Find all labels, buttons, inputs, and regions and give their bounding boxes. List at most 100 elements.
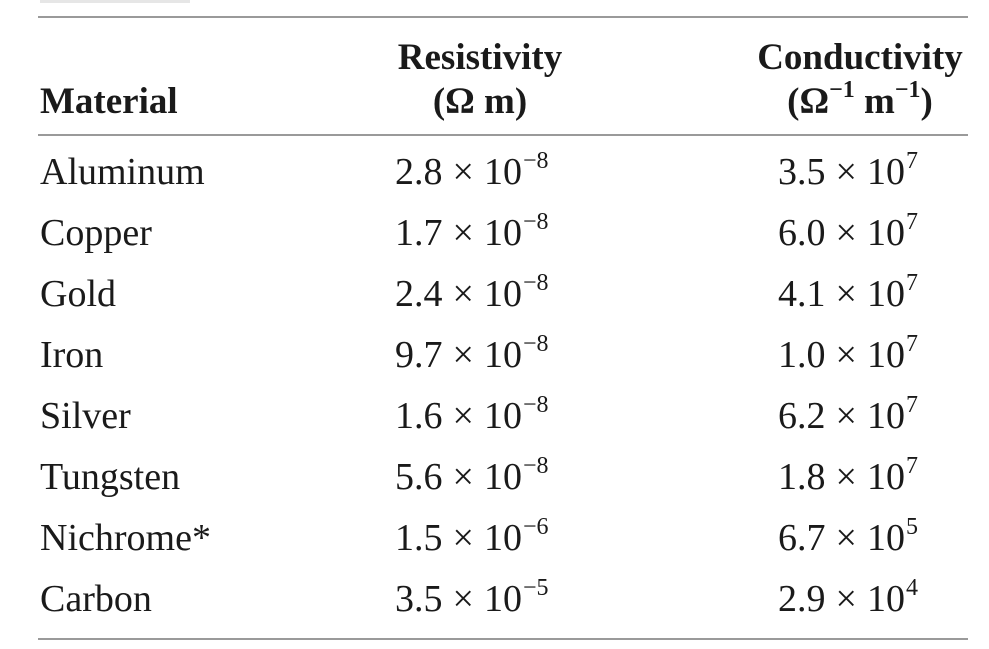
cell-resistivity-mantissa: 9.7 xyxy=(395,334,443,376)
cell-resistivity: 1.6 × 10−8 xyxy=(395,386,548,447)
unit-omega: (Ω xyxy=(787,81,830,122)
power-base: 10 xyxy=(483,151,522,193)
cell-conductivity: 6.0 × 107 xyxy=(778,203,918,264)
cell-conductivity-exponent: 7 xyxy=(905,392,918,418)
cell-material: Aluminum xyxy=(40,151,205,193)
power-base: 10 xyxy=(483,212,522,254)
cell-conductivity: 3.5 × 107 xyxy=(778,142,918,203)
table-header: Material Resistivity (Ω m) Conductivity … xyxy=(0,30,989,130)
cell-conductivity-mantissa: 4.1 xyxy=(778,273,826,315)
cell-material: Silver xyxy=(40,395,131,437)
top-decorative-sliver xyxy=(40,0,190,3)
table-bottom-rule xyxy=(38,638,968,640)
cell-resistivity-mantissa: 2.8 xyxy=(395,151,443,193)
cell-material: Gold xyxy=(40,273,116,315)
times-symbol: × xyxy=(835,273,857,315)
power-base: 10 xyxy=(483,578,522,620)
cell-conductivity-exponent: 4 xyxy=(905,575,918,601)
power-base: 10 xyxy=(866,456,905,498)
cell-resistivity: 9.7 × 10−8 xyxy=(395,325,548,386)
header-resistivity: Resistivity (Ω m) xyxy=(380,36,580,124)
cell-conductivity-mantissa: 1.8 xyxy=(778,456,826,498)
power-base: 10 xyxy=(866,578,905,620)
times-symbol: × xyxy=(452,273,474,315)
table-row: Gold 2.4 × 10−8 4.1 × 107 xyxy=(0,264,989,325)
times-symbol: × xyxy=(452,517,474,559)
cell-material: Carbon xyxy=(40,578,152,620)
power-base: 10 xyxy=(866,395,905,437)
power-base: 10 xyxy=(866,517,905,559)
table-row: Nichrome* 1.5 × 10−6 6.7 × 105 xyxy=(0,508,989,569)
power-base: 10 xyxy=(866,212,905,254)
power-base: 10 xyxy=(866,334,905,376)
table-row: Iron 9.7 × 10−8 1.0 × 107 xyxy=(0,325,989,386)
cell-conductivity: 1.8 × 107 xyxy=(778,447,918,508)
cell-resistivity-exponent: −8 xyxy=(522,392,549,418)
cell-conductivity-exponent: 7 xyxy=(905,270,918,296)
cell-conductivity-exponent: 7 xyxy=(905,209,918,235)
cell-material: Tungsten xyxy=(40,456,181,498)
cell-conductivity: 6.7 × 105 xyxy=(778,508,918,569)
cell-resistivity-mantissa: 2.4 xyxy=(395,273,443,315)
cell-resistivity-mantissa: 3.5 xyxy=(395,578,443,620)
cell-conductivity-mantissa: 6.0 xyxy=(778,212,826,254)
cell-resistivity: 3.5 × 10−5 xyxy=(395,569,548,630)
header-conductivity-title: Conductivity xyxy=(757,37,963,78)
cell-conductivity-mantissa: 6.2 xyxy=(778,395,826,437)
header-conductivity-unit: (Ω−1 m−1) xyxy=(740,77,980,124)
unit-meter-exponent: −1 xyxy=(894,77,921,103)
power-base: 10 xyxy=(483,517,522,559)
header-resistivity-unit: (Ω m) xyxy=(432,81,528,122)
table-body: Aluminum 2.8 × 10−8 3.5 × 107 Copper 1.7 × 10−8 6.0… xyxy=(0,142,989,630)
cell-conductivity: 1.0 × 107 xyxy=(778,325,918,386)
times-symbol: × xyxy=(452,456,474,498)
table-top-rule xyxy=(38,16,968,18)
cell-resistivity-exponent: −8 xyxy=(522,209,549,235)
cell-conductivity-mantissa: 6.7 xyxy=(778,517,826,559)
times-symbol: × xyxy=(452,151,474,193)
cell-conductivity-exponent: 5 xyxy=(905,514,918,540)
cell-resistivity: 2.4 × 10−8 xyxy=(395,264,548,325)
cell-resistivity-exponent: −5 xyxy=(522,575,549,601)
unit-omega-exponent: −1 xyxy=(829,77,855,103)
power-base: 10 xyxy=(483,456,522,498)
power-base: 10 xyxy=(483,395,522,437)
power-base: 10 xyxy=(866,273,905,315)
cell-conductivity: 6.2 × 107 xyxy=(778,386,918,447)
cell-resistivity: 5.6 × 10−8 xyxy=(395,447,548,508)
times-symbol: × xyxy=(452,395,474,437)
cell-resistivity: 2.8 × 10−8 xyxy=(395,142,548,203)
times-symbol: × xyxy=(452,334,474,376)
cell-conductivity-exponent: 7 xyxy=(905,148,918,174)
cell-resistivity-exponent: −8 xyxy=(522,270,549,296)
cell-material: Copper xyxy=(40,212,152,254)
cell-resistivity-mantissa: 5.6 xyxy=(395,456,443,498)
cell-conductivity-exponent: 7 xyxy=(905,331,918,357)
table-row: Tungsten 5.6 × 10−8 1.8 × 107 xyxy=(0,447,989,508)
cell-material: Nichrome* xyxy=(40,517,211,559)
power-base: 10 xyxy=(483,273,522,315)
cell-conductivity: 2.9 × 104 xyxy=(778,569,918,630)
cell-resistivity: 1.7 × 10−8 xyxy=(395,203,548,264)
table-row: Aluminum 2.8 × 10−8 3.5 × 107 xyxy=(0,142,989,203)
cell-resistivity: 1.5 × 10−6 xyxy=(395,508,548,569)
times-symbol: × xyxy=(452,578,474,620)
power-base: 10 xyxy=(483,334,522,376)
cell-resistivity-exponent: −6 xyxy=(522,514,549,540)
table-row: Carbon 3.5 × 10−5 2.9 × 104 xyxy=(0,569,989,630)
cell-resistivity-mantissa: 1.7 xyxy=(395,212,443,254)
times-symbol: × xyxy=(835,212,857,254)
cell-resistivity-exponent: −8 xyxy=(522,148,549,174)
table-row: Copper 1.7 × 10−8 6.0 × 107 xyxy=(0,203,989,264)
unit-close-paren: ) xyxy=(920,81,933,122)
times-symbol: × xyxy=(835,578,857,620)
times-symbol: × xyxy=(835,456,857,498)
cell-conductivity-mantissa: 3.5 xyxy=(778,151,826,193)
times-symbol: × xyxy=(835,517,857,559)
table-header-rule xyxy=(38,134,968,136)
table-row: Silver 1.6 × 10−8 6.2 × 107 xyxy=(0,386,989,447)
cell-conductivity-exponent: 7 xyxy=(905,453,918,479)
times-symbol: × xyxy=(835,151,857,193)
header-conductivity: Conductivity (Ω−1 m−1) xyxy=(740,36,980,124)
times-symbol: × xyxy=(452,212,474,254)
